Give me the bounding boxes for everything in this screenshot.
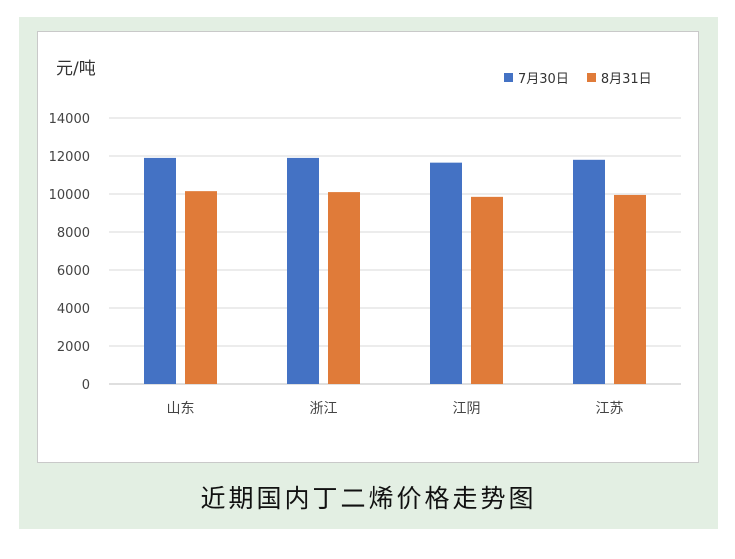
legend-label-series-2: 8月31日: [600, 72, 652, 87]
legend-swatch-series-2: [586, 73, 596, 82]
y-tick-label-0: 0: [82, 378, 90, 393]
bar-series2-0: [185, 191, 217, 384]
bar-series2-3: [614, 194, 646, 384]
y-axis-title: 元/吨: [56, 59, 96, 79]
legend-item-series-2: 8月31日: [586, 68, 652, 87]
x-tick-label-2: 江阴: [453, 401, 481, 417]
legend-label-series-1: 7月30日: [518, 72, 569, 87]
bar-series2-1: [328, 192, 360, 384]
y-tick-label-2: 4000: [57, 302, 90, 317]
y-tick-label-5: 10000: [49, 188, 90, 203]
figure-frame: 元/吨 7月30日 8月31日 0 2000 4000 6000 8000 10000 12…: [19, 17, 718, 529]
x-tick-label-1: 浙江: [310, 401, 338, 417]
y-tick-label-4: 8000: [57, 226, 90, 241]
y-tick-label-3: 6000: [57, 264, 90, 279]
x-tick-label-0: 山东: [167, 401, 195, 417]
bar-series1-2: [430, 162, 462, 384]
legend-item-series-1: 7月30日: [504, 68, 569, 87]
chart-area: 元/吨 7月30日 8月31日 0 2000 4000 6000 8000 10000 12…: [37, 31, 699, 463]
legend: 7月30日 8月31日: [504, 68, 652, 87]
y-tick-label-1: 2000: [57, 340, 90, 355]
y-tick-label-6: 12000: [49, 150, 90, 165]
bar-series2-2: [471, 196, 503, 384]
bar-series1-1: [287, 157, 319, 384]
x-tick-label-3: 江苏: [596, 401, 624, 417]
bar-series1-0: [144, 157, 176, 384]
plot-svg: 0 2000 4000 6000 8000 10000 12000 14000 山东 浙江 江阴 江苏: [49, 112, 681, 417]
legend-swatch-series-1: [504, 73, 513, 82]
bar-series1-3: [573, 159, 605, 384]
y-tick-label-7: 14000: [49, 112, 90, 127]
chart-caption: 近期国内丁二烯价格走势图: [200, 484, 537, 513]
